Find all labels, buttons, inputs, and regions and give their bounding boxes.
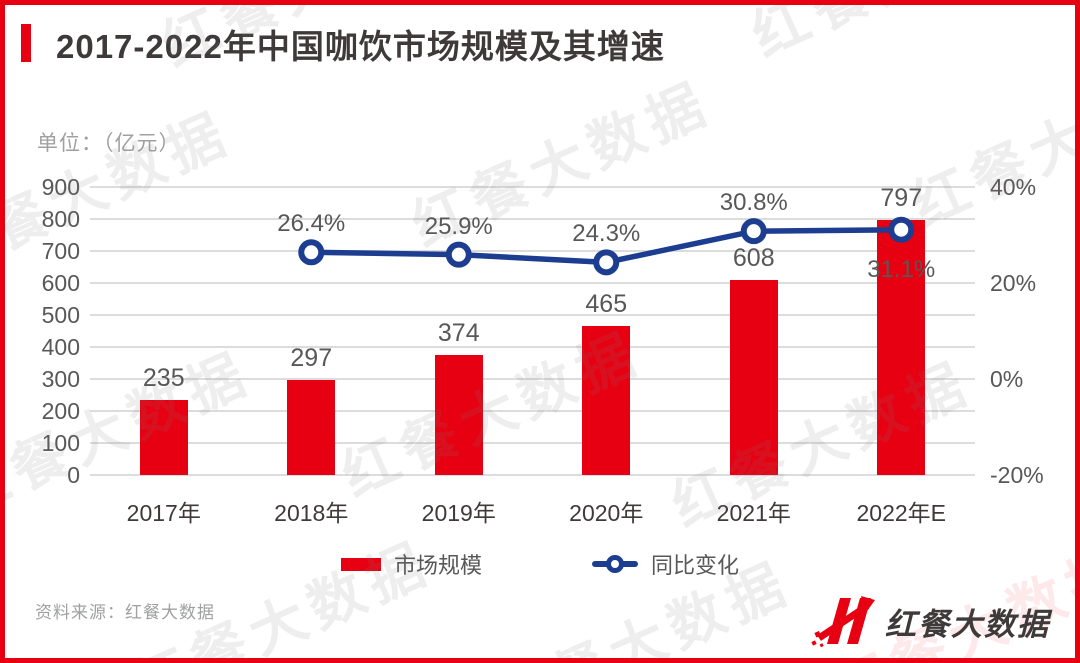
title-accent-bar [21, 24, 31, 62]
bar-value-label: 235 [142, 364, 185, 392]
gridline [90, 442, 975, 444]
yoy-line-chart [298, 216, 915, 276]
y-axis-left-tick: 100 [41, 430, 80, 456]
gridline [90, 378, 975, 380]
gridline [90, 474, 975, 476]
legend-item-yoy-change: 同比变化 [592, 548, 739, 580]
x-axis-label: 2020年 [569, 500, 644, 526]
line-point-label: 24.3% [572, 220, 641, 248]
y-axis-right-tick: -20% [990, 462, 1044, 488]
gridline [90, 282, 975, 284]
page-title: 2017-2022年中国咖饮市场规模及其增速 [56, 28, 665, 65]
y-axis-left-tick: 200 [41, 398, 80, 424]
y-axis-left-tick: 700 [41, 238, 80, 264]
line-point-label: 26.4% [277, 210, 346, 238]
y-axis-left-tick: 800 [41, 206, 80, 232]
x-axis-label: 2022年E [856, 500, 947, 526]
line-point-marker [445, 241, 472, 268]
y-axis-right-tick: 40% [990, 174, 1037, 200]
brand-logo: 红餐大数据 [811, 592, 1050, 650]
y-axis-right-tick: 20% [990, 270, 1037, 296]
line-point-marker [593, 249, 620, 276]
bar-value-label: 465 [585, 290, 628, 318]
gridline [90, 250, 975, 252]
line-swatch-icon [592, 555, 638, 573]
chart-legend: 市场规模 同比变化 [0, 548, 1080, 580]
bar-2020年 [582, 326, 631, 475]
line-point-marker [298, 239, 325, 266]
legend-label: 同比变化 [651, 553, 740, 578]
brand-watermark: 红餐大数据 [122, 530, 441, 663]
y-axis-left-tick: 0 [67, 462, 80, 488]
y-axis-left-tick: 900 [41, 174, 80, 200]
line-point-marker [740, 218, 767, 245]
y-axis-left-tick: 500 [41, 302, 80, 328]
legend-item-market-size: 市场规模 [340, 548, 482, 580]
line-point-label: 30.8% [719, 189, 788, 217]
bar-2021年 [729, 280, 778, 475]
line-point-label: 25.9% [424, 212, 493, 240]
bar-swatch-icon [340, 557, 381, 571]
bar-value-label: 374 [437, 319, 480, 347]
bar-2018年 [287, 380, 336, 475]
data-source-text: 资料来源：红餐大数据 [35, 603, 215, 622]
gridline [90, 186, 975, 188]
bar-2017年 [139, 400, 188, 475]
x-axis-label: 2018年 [274, 500, 349, 526]
bar-value-label: 797 [880, 184, 923, 212]
gridline [90, 410, 975, 412]
y-axis-left-tick: 300 [41, 366, 80, 392]
bar-value-label: 297 [290, 344, 333, 372]
y-axis-right-tick: 0% [990, 366, 1024, 392]
gridline [90, 346, 975, 348]
y-axis-left-tick: 400 [41, 334, 80, 360]
gridline [90, 218, 975, 220]
logo-h-arrow-icon [811, 596, 875, 648]
legend-label: 市场规模 [393, 553, 482, 578]
unit-label: 单位：（亿元） [37, 132, 181, 155]
bar-value-label: 608 [732, 244, 775, 272]
bar-2022年E [877, 220, 926, 475]
line-marker-icon [606, 555, 624, 573]
logo-text: 红餐大数据 [885, 606, 1050, 642]
line-point-marker [888, 216, 915, 243]
y-axis-left-tick: 600 [41, 270, 80, 296]
gridline [90, 314, 975, 316]
x-axis-label: 2019年 [421, 500, 496, 526]
brand-watermark: 红餐大数据 [737, 0, 1062, 73]
line-point-label: 31.1% [867, 255, 936, 283]
bar-2019年 [434, 355, 483, 475]
x-axis-label: 2017年 [126, 500, 201, 526]
x-axis-label: 2021年 [716, 500, 791, 526]
